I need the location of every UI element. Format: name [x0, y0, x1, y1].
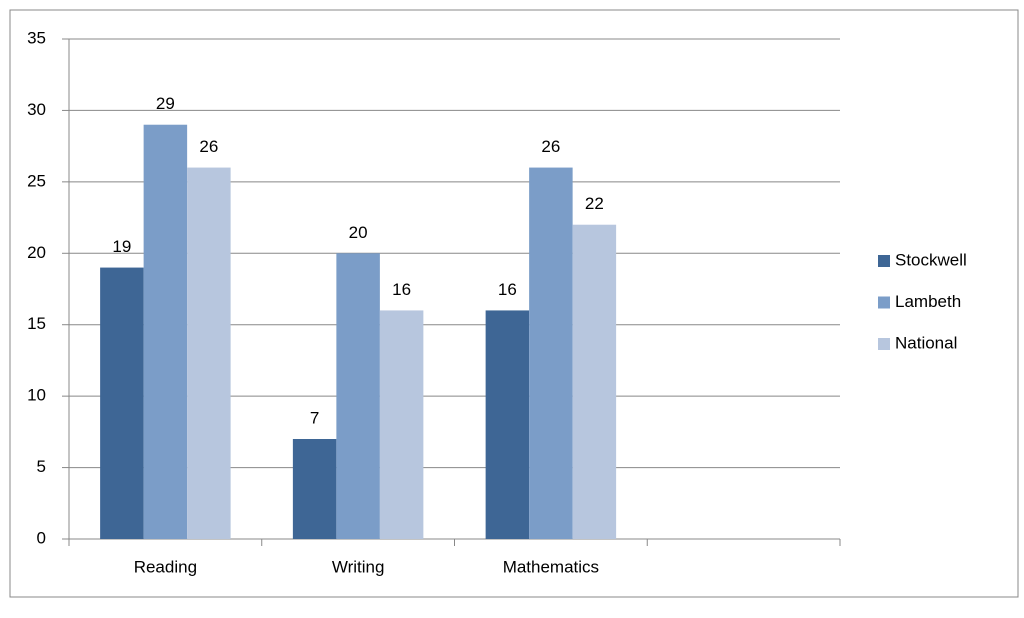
bar: [292, 439, 337, 539]
legend-swatch: [878, 255, 890, 267]
y-tick-label: 25: [27, 171, 46, 190]
y-tick-label: 10: [27, 386, 46, 405]
data-label: 29: [156, 94, 175, 113]
y-tick-label: 0: [37, 528, 46, 547]
data-label: 26: [541, 137, 560, 156]
legend-swatch: [878, 296, 890, 309]
legend-label: Stockwell: [895, 250, 967, 269]
x-tick-label: Writing: [332, 557, 385, 576]
bar: [336, 253, 380, 540]
legend-label: National: [895, 333, 957, 352]
data-label: 7: [310, 408, 319, 427]
bar: [379, 310, 424, 539]
bar: [100, 267, 144, 539]
legend-swatch: [878, 338, 890, 350]
x-tick-label: Reading: [134, 557, 197, 576]
data-label: 19: [112, 237, 131, 256]
data-label: 26: [199, 137, 218, 156]
bar: [187, 167, 231, 540]
y-tick-label: 30: [27, 100, 46, 119]
data-label: 22: [585, 194, 604, 213]
bar: [485, 310, 530, 539]
bar: [529, 167, 573, 540]
bar: [572, 224, 617, 539]
y-tick-label: 15: [27, 314, 46, 333]
data-label: 16: [498, 280, 517, 299]
y-tick-label: 5: [37, 457, 46, 476]
x-tick-label: Mathematics: [503, 557, 599, 576]
y-tick-label: 35: [27, 28, 46, 47]
data-label: 16: [392, 280, 411, 299]
y-tick-label: 20: [27, 243, 46, 262]
legend-label: Lambeth: [895, 292, 961, 311]
bar: [143, 124, 188, 539]
data-label: 20: [349, 223, 368, 242]
